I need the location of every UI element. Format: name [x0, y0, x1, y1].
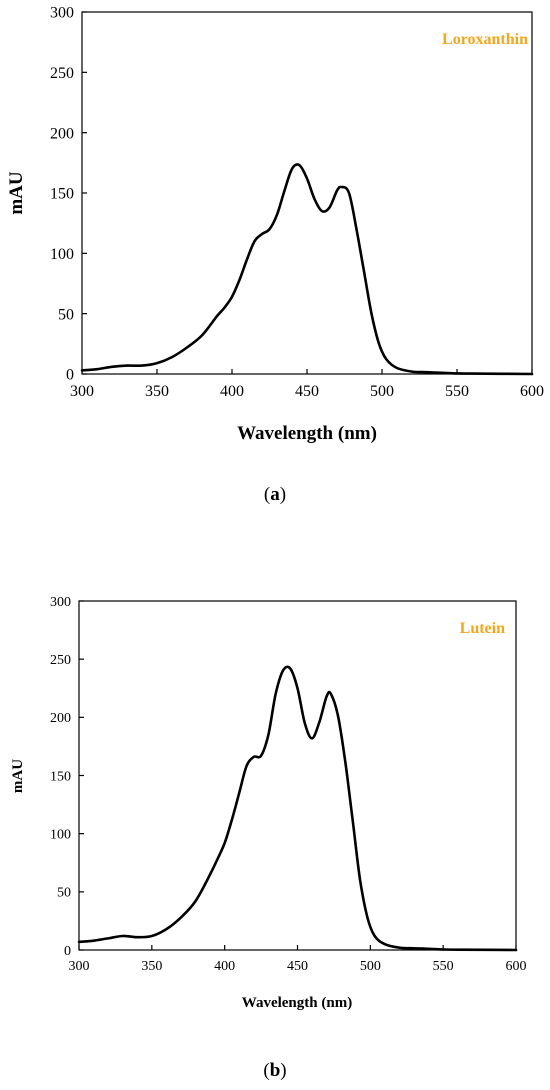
- chart-panel-a: 0 50 100 150 200 250 300 300 350 400 450 500 550 600…: [6, 5, 544, 444]
- x-tick-label: 350: [145, 383, 169, 400]
- x-tick-label: 450: [295, 383, 319, 400]
- y-tick-label: 250: [50, 65, 74, 82]
- y-tick-label: 250: [50, 653, 71, 668]
- x-tick-label: 350: [141, 959, 162, 974]
- series-line-loroxanthin: [80, 163, 534, 376]
- x-tick-label: 300: [69, 959, 90, 974]
- y-axis-title: mAU: [6, 171, 27, 215]
- series-line-lutein: [77, 665, 518, 952]
- y-axis-ticks: 0 50 100 150 200 250 300: [50, 595, 84, 959]
- y-axis-ticks: 0 50 100 150 200 250 300: [50, 5, 87, 384]
- panel-caption-b: (b): [263, 1060, 287, 1081]
- plot-frame: [81, 11, 533, 375]
- x-axis-title: Wavelength (nm): [237, 423, 377, 444]
- x-tick-label: 600: [506, 959, 527, 974]
- y-tick-label: 150: [50, 769, 71, 784]
- x-tick-label: 500: [360, 959, 381, 974]
- x-axis-ticks: 300 350 400 450 500 550 600: [70, 369, 544, 400]
- panel-caption-a: (a): [263, 484, 287, 505]
- y-tick-label: 100: [50, 828, 71, 843]
- y-tick-label: 0: [66, 367, 74, 384]
- y-tick-label: 50: [58, 306, 74, 323]
- panel-label-b: b: [269, 1060, 281, 1081]
- y-tick-label: 100: [50, 246, 74, 263]
- y-tick-label: 300: [50, 595, 71, 610]
- x-tick-label: 500: [370, 383, 394, 400]
- series-label-lutein: Lutein: [460, 620, 505, 637]
- plot-frame: [78, 600, 517, 951]
- panel-label-a: a: [270, 484, 280, 505]
- x-tick-label: 600: [520, 383, 544, 400]
- x-tick-label: 400: [220, 383, 244, 400]
- x-axis-title: Wavelength (nm): [242, 995, 352, 1011]
- chart-panel-b: 0 50 100 150 200 250 300 300 350 400 450 500 550 600…: [10, 595, 527, 1011]
- y-tick-label: 50: [57, 886, 71, 901]
- y-tick-label: 200: [50, 125, 74, 142]
- y-tick-label: 200: [50, 711, 71, 726]
- x-tick-label: 550: [433, 959, 454, 974]
- x-tick-label: 300: [70, 383, 94, 400]
- series-label-loroxanthin: Loroxanthin: [442, 31, 528, 48]
- y-tick-label: 0: [64, 944, 71, 959]
- x-tick-label: 450: [287, 959, 308, 974]
- x-tick-label: 400: [214, 959, 235, 974]
- y-tick-label: 300: [50, 5, 74, 22]
- x-tick-label: 550: [445, 383, 469, 400]
- x-axis-ticks: 300 350 400 450 500 550 600: [69, 945, 527, 974]
- y-axis-title: mAU: [10, 759, 26, 793]
- y-tick-label: 150: [50, 186, 74, 203]
